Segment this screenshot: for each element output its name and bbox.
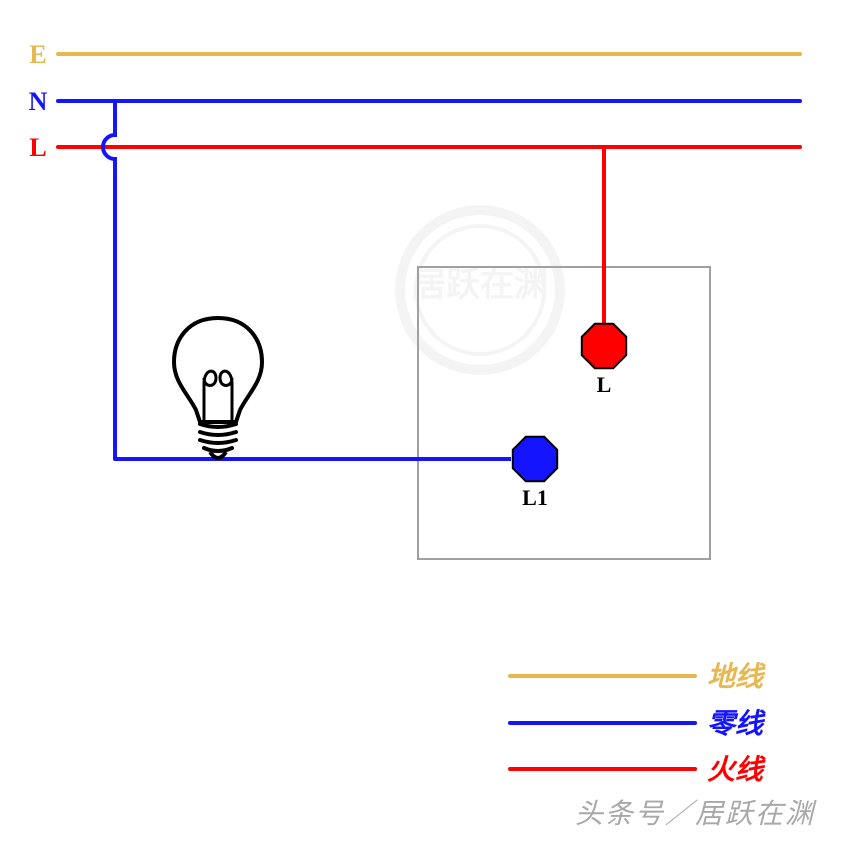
legend-label-1: 零线 (707, 708, 766, 740)
svg-text:居跃在渊: 居跃在渊 (412, 266, 548, 304)
n-bus-label: N (29, 87, 48, 116)
terminal-l (582, 324, 626, 368)
legend-label-2: 火线 (707, 754, 766, 786)
e-bus-label: E (29, 40, 46, 69)
terminal-l-label: L (597, 372, 612, 397)
credit-text: 头条号／居跃在渊 (575, 799, 817, 830)
terminal-l1-label: L1 (522, 485, 548, 510)
switch-box (418, 267, 710, 559)
lightbulb-icon (174, 318, 262, 458)
legend-label-0: 地线 (707, 661, 766, 693)
l-bus-label: L (29, 133, 46, 162)
terminal-l1 (513, 437, 557, 481)
